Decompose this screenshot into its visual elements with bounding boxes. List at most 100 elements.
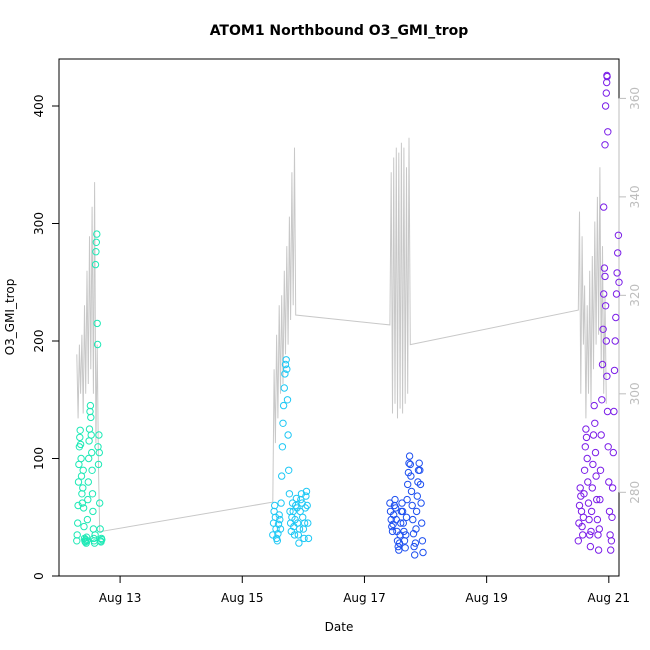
x-axis-label: Date: [325, 620, 354, 634]
data-point: [84, 478, 93, 486]
data-point: [283, 365, 291, 373]
data-point: [86, 401, 95, 410]
data-point: [591, 419, 599, 427]
data-point: [297, 495, 305, 504]
data-point: [92, 248, 100, 256]
data-point: [584, 499, 593, 507]
data-point: [607, 546, 615, 554]
data-point: [83, 515, 92, 524]
y-right-tick-label: 280: [628, 481, 642, 504]
data-point: [88, 448, 96, 457]
data-point: [602, 89, 610, 97]
data-point: [279, 401, 288, 410]
data-point: [415, 459, 423, 467]
data-point: [594, 546, 603, 554]
data-point: [612, 290, 621, 298]
data-point: [273, 537, 281, 545]
data-point: [610, 366, 619, 375]
data-point: [276, 525, 285, 533]
data-point: [95, 431, 103, 439]
data-point: [295, 539, 303, 547]
data-point: [281, 360, 290, 369]
data-point: [410, 542, 418, 551]
y-tick-label: 400: [32, 95, 46, 118]
data-point: [399, 519, 407, 527]
data-point: [607, 537, 616, 545]
data-point: [74, 478, 83, 486]
data-point: [300, 534, 308, 543]
data-point: [416, 480, 425, 489]
data-point: [418, 537, 427, 545]
data-point: [79, 484, 87, 492]
data-point: [96, 499, 104, 507]
data-point: [587, 507, 596, 516]
data-point: [77, 454, 85, 463]
data-point: [610, 407, 618, 416]
data-point: [417, 499, 425, 507]
data-point: [600, 203, 608, 211]
data-point: [587, 527, 595, 536]
data-point: [578, 522, 586, 531]
data-point: [401, 544, 409, 552]
data-point: [275, 511, 283, 519]
data-point: [96, 525, 104, 533]
data-point: [601, 141, 609, 149]
data-point: [591, 448, 600, 457]
data-point: [606, 531, 614, 539]
data-point: [271, 501, 279, 510]
data-point: [604, 128, 612, 136]
data-point: [93, 340, 102, 349]
data-point: [93, 230, 101, 238]
data-point: [402, 513, 411, 521]
y-right-tick-label: 340: [628, 185, 642, 208]
data-point: [592, 472, 600, 480]
data-point: [413, 492, 421, 500]
data-point: [304, 519, 312, 527]
data-point: [601, 272, 609, 281]
x-tick-label: Aug 13: [99, 591, 142, 605]
y-right-tick-label: 320: [628, 284, 642, 307]
data-point: [414, 478, 422, 486]
x-axis: Aug 13 Aug 15 Aug 17 Aug 19 Aug 21: [99, 575, 630, 605]
data-point: [597, 431, 605, 439]
plot-frame: [58, 58, 620, 577]
data-point: [397, 519, 405, 527]
data-point: [89, 507, 97, 516]
data-point: [386, 499, 394, 507]
data-point: [93, 319, 101, 328]
data-point: [303, 501, 311, 510]
data-point: [580, 466, 589, 474]
y-axis-label: O3_GMI_trop: [3, 279, 17, 356]
data-point: [88, 466, 96, 474]
chart-title: ATOM1 Northbound O3_GMI_trop: [210, 23, 469, 39]
data-point: [95, 448, 104, 457]
data-point: [598, 360, 607, 369]
data-point: [79, 466, 87, 474]
data-point: [304, 534, 313, 543]
data-point: [403, 495, 411, 504]
data-point: [574, 537, 582, 545]
y-tick-label: 300: [32, 212, 46, 235]
data-point: [589, 460, 597, 469]
x-tick-label: Aug 15: [221, 591, 264, 605]
data-point: [92, 238, 101, 247]
data-point: [411, 539, 420, 547]
x-tick-label: Aug 17: [343, 591, 386, 605]
data-point: [395, 546, 403, 554]
y-axis-left: 0 100 200 300 400: [32, 95, 60, 580]
data-point: [408, 501, 416, 510]
data-point: [596, 466, 605, 474]
data-point: [589, 431, 598, 439]
data-point: [609, 448, 617, 457]
data-point: [407, 487, 416, 496]
data-point: [398, 507, 407, 516]
data-point: [278, 472, 286, 480]
data-point: [600, 264, 609, 272]
data-point: [596, 495, 604, 504]
data-point: [98, 535, 106, 544]
data-point: [271, 513, 280, 521]
y-tick-label: 0: [32, 572, 46, 580]
data-point: [603, 407, 612, 416]
data-point: [83, 537, 91, 545]
